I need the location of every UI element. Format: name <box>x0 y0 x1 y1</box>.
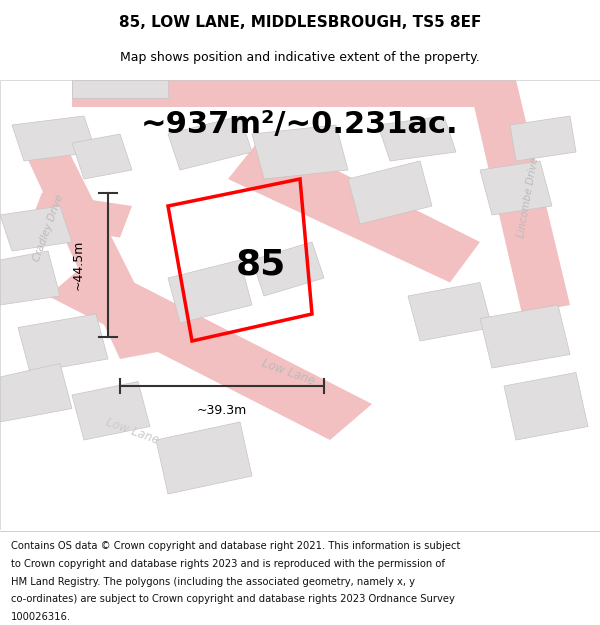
Text: ~937m²/~0.231ac.: ~937m²/~0.231ac. <box>141 111 459 139</box>
Polygon shape <box>48 260 372 440</box>
Text: co-ordinates) are subject to Crown copyright and database rights 2023 Ordnance S: co-ordinates) are subject to Crown copyr… <box>11 594 455 604</box>
Text: 85, LOW LANE, MIDDLESBROUGH, TS5 8EF: 85, LOW LANE, MIDDLESBROUGH, TS5 8EF <box>119 15 481 30</box>
Polygon shape <box>0 364 72 422</box>
Text: Lincombe Drive: Lincombe Drive <box>516 156 540 238</box>
Polygon shape <box>348 161 432 224</box>
Text: Low Lane: Low Lane <box>104 416 160 447</box>
Polygon shape <box>72 80 480 107</box>
Text: Cradley Drive: Cradley Drive <box>31 194 65 264</box>
Polygon shape <box>30 192 132 238</box>
Polygon shape <box>168 260 252 323</box>
Polygon shape <box>228 134 480 282</box>
Polygon shape <box>252 125 348 179</box>
Text: 100026316.: 100026316. <box>11 612 71 622</box>
Polygon shape <box>480 305 570 368</box>
Text: ~44.5m: ~44.5m <box>71 239 85 290</box>
Polygon shape <box>252 242 324 296</box>
Polygon shape <box>72 80 168 98</box>
Polygon shape <box>480 161 552 215</box>
Polygon shape <box>72 134 132 179</box>
Polygon shape <box>510 116 576 161</box>
Text: Low Lane: Low Lane <box>260 357 316 388</box>
Polygon shape <box>504 372 588 440</box>
Text: Contains OS data © Crown copyright and database right 2021. This information is : Contains OS data © Crown copyright and d… <box>11 541 460 551</box>
Text: ~39.3m: ~39.3m <box>197 404 247 418</box>
Polygon shape <box>18 314 108 372</box>
Polygon shape <box>156 422 252 494</box>
Polygon shape <box>72 381 150 440</box>
Polygon shape <box>378 116 456 161</box>
Polygon shape <box>0 251 60 305</box>
Polygon shape <box>0 206 72 251</box>
Polygon shape <box>468 80 570 314</box>
Polygon shape <box>408 282 492 341</box>
Text: 85: 85 <box>236 248 286 281</box>
Polygon shape <box>168 116 252 170</box>
Text: to Crown copyright and database rights 2023 and is reproduced with the permissio: to Crown copyright and database rights 2… <box>11 559 445 569</box>
Text: HM Land Registry. The polygons (including the associated geometry, namely x, y: HM Land Registry. The polygons (includin… <box>11 576 415 586</box>
Polygon shape <box>12 116 96 161</box>
Polygon shape <box>12 125 168 359</box>
Text: Map shows position and indicative extent of the property.: Map shows position and indicative extent… <box>120 51 480 64</box>
